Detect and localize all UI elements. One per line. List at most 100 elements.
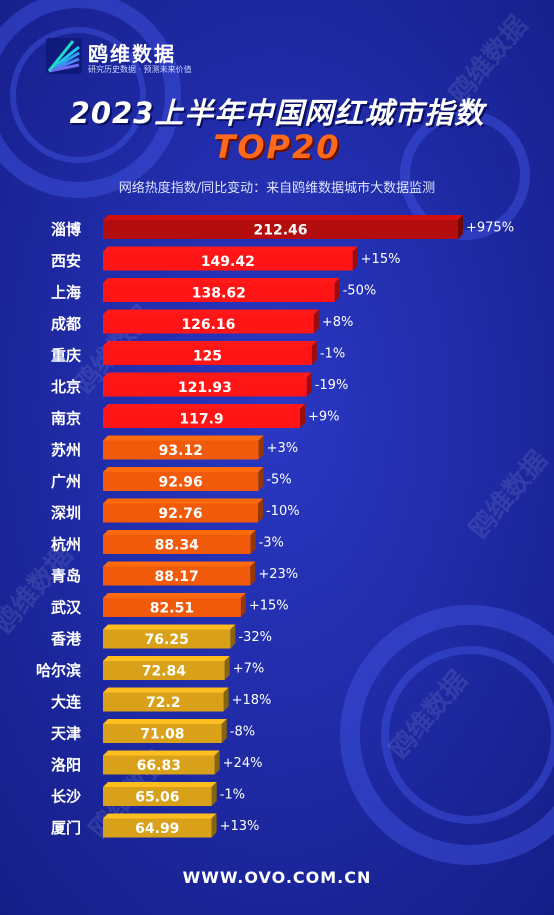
- bar-row: 天津 71.08 -8%: [51, 719, 255, 743]
- value-label: 72.84: [142, 664, 187, 680]
- city-label: 广州: [51, 473, 81, 491]
- change-label: +24%: [223, 756, 263, 771]
- change-label: +8%: [322, 315, 354, 330]
- bar-side-face: [334, 278, 340, 302]
- change-label: -10%: [266, 504, 300, 519]
- website-url: WWW.OVO.COM.CN: [182, 868, 372, 887]
- bar-top-face: [103, 624, 236, 630]
- value-label: 212.46: [253, 223, 307, 239]
- bar-top-face: [103, 593, 246, 598]
- value-label: 121.93: [178, 380, 232, 396]
- city-label: 厦门: [51, 819, 81, 837]
- bar-top-face: [103, 687, 229, 693]
- change-label: +15%: [249, 599, 289, 614]
- change-label: +13%: [220, 819, 260, 834]
- value-label: 92.76: [158, 506, 202, 522]
- value-label: 72.2: [146, 695, 181, 711]
- bar-top-face: [103, 813, 217, 819]
- bar-top-face: [103, 435, 264, 441]
- bar-row: 成都 126.16 +8%: [51, 309, 354, 334]
- bar-row: 广州 92.96 -5%: [51, 467, 292, 491]
- bar: [103, 377, 307, 397]
- bar-top-face: [103, 215, 463, 220]
- bar: [103, 755, 215, 775]
- city-label: 洛阳: [51, 756, 81, 774]
- bar-row: 厦门 64.99 +13%: [51, 813, 260, 838]
- change-label: -1%: [320, 347, 345, 362]
- bar-top-face: [103, 498, 263, 504]
- bar-top-face: [103, 341, 317, 346]
- value-label: 93.12: [159, 443, 203, 459]
- value-label: 138.62: [192, 286, 246, 302]
- bar-top-face: [103, 309, 319, 315]
- change-label: -50%: [343, 284, 377, 299]
- city-label: 重庆: [51, 347, 81, 365]
- city-label: 南京: [51, 410, 81, 428]
- bar: [103, 629, 231, 649]
- bar-row: 香港 76.25 -32%: [51, 624, 272, 649]
- change-label: +15%: [361, 252, 401, 267]
- bar: [103, 440, 259, 460]
- brand-name: 鸥维数据: [88, 42, 176, 66]
- bar-row: 西安 149.42 +15%: [51, 246, 401, 271]
- city-label: 长沙: [51, 788, 81, 806]
- bar-side-face: [214, 750, 220, 775]
- bar: [103, 409, 300, 428]
- value-label: 76.25: [145, 632, 189, 648]
- bar-top-face: [103, 530, 256, 535]
- city-label: 苏州: [51, 441, 81, 459]
- bar-side-face: [224, 656, 230, 680]
- bar-top-face: [103, 719, 227, 724]
- bar: [103, 661, 225, 680]
- city-label: 西安: [51, 252, 81, 270]
- bar-row: 上海 138.62 -50%: [51, 278, 376, 302]
- bar-side-face: [230, 624, 236, 649]
- page-title: 2023上半年中国网红城市指数: [69, 96, 485, 130]
- bar-row: 杭州 88.34 -3%: [51, 530, 284, 554]
- change-label: +18%: [232, 693, 272, 708]
- city-label: 上海: [51, 284, 81, 302]
- bar-top-face: [103, 561, 256, 567]
- bar-side-face: [313, 309, 319, 334]
- bar-top-face: [103, 782, 217, 787]
- change-label: -3%: [259, 536, 284, 551]
- value-label: 65.06: [135, 790, 179, 806]
- value-label: 88.34: [155, 538, 200, 554]
- bar-side-face: [311, 341, 317, 365]
- value-label: 71.08: [140, 727, 184, 743]
- change-label: -1%: [220, 788, 245, 803]
- bar-row: 青岛 88.17 +23%: [51, 561, 298, 586]
- bar-top-face: [103, 246, 358, 252]
- bar-top-face: [103, 467, 264, 472]
- value-label: 82.51: [150, 601, 194, 617]
- bar-top-face: [103, 656, 230, 661]
- bar-top-face: [103, 372, 312, 378]
- bar-side-face: [352, 246, 358, 271]
- bar: [103, 566, 251, 586]
- bar-side-face: [299, 404, 305, 428]
- bar-row: 南京 117.9 +9%: [51, 404, 340, 428]
- bar-side-face: [221, 719, 227, 743]
- bar-side-face: [257, 498, 263, 523]
- city-label: 杭州: [51, 536, 81, 554]
- bar-side-face: [211, 782, 217, 806]
- bar-side-face: [250, 530, 256, 554]
- bar-side-face: [240, 593, 246, 617]
- bar: [103, 692, 224, 712]
- bar: [103, 472, 259, 491]
- value-label: 64.99: [135, 821, 179, 837]
- bar: [103, 251, 353, 271]
- bar: [103, 724, 222, 743]
- bar-side-face: [250, 561, 256, 586]
- bar-top-face: [103, 404, 305, 409]
- change-label: +23%: [258, 567, 298, 582]
- change-label: -32%: [238, 630, 272, 645]
- bar-row: 武汉 82.51 +15%: [51, 593, 289, 617]
- value-label: 66.83: [137, 758, 181, 774]
- value-label: 88.17: [155, 569, 199, 585]
- city-label: 哈尔滨: [36, 662, 81, 680]
- change-label: -5%: [266, 473, 291, 488]
- bar-side-face: [458, 215, 463, 239]
- city-label: 北京: [51, 378, 81, 396]
